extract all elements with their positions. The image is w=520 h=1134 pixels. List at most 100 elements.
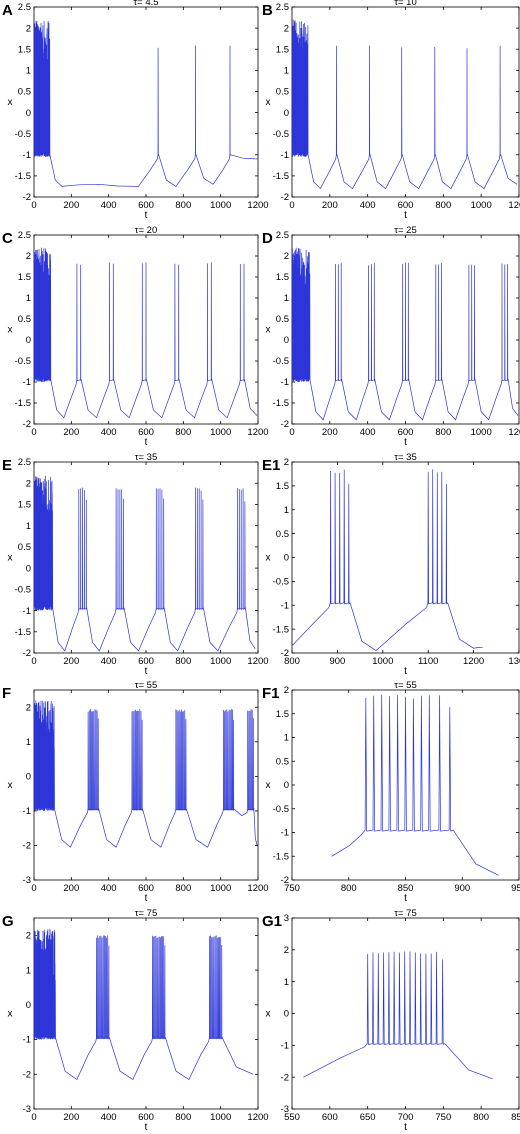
y-tick-label: -2	[23, 648, 31, 659]
panel-letter: E	[2, 457, 12, 474]
series-line	[34, 700, 258, 848]
y-tick-label: -1.5	[15, 171, 31, 182]
x-tick-label: 0	[31, 1112, 36, 1123]
x-tick-label: 1300	[508, 656, 520, 667]
y-tick-label: 2.5	[18, 2, 31, 13]
x-axis-label: t	[145, 437, 148, 448]
y-tick-label: -1.5	[273, 851, 289, 862]
y-tick-label: -2	[281, 648, 289, 659]
y-tick-label: -3	[23, 1104, 31, 1115]
y-axis-label: x	[266, 553, 271, 564]
series-line	[303, 951, 493, 1080]
y-axis-label: x	[8, 97, 13, 108]
y-tick-label: -1.5	[15, 398, 31, 409]
panel-b: Bτ= 10 0 200 400 600 800 1000 1200 -2 -1.5 -1 -0.5 0…	[262, 0, 520, 221]
y-tick-label: -1	[23, 806, 31, 817]
x-tick-label: 800	[435, 427, 451, 438]
x-tick-label: 1000	[210, 883, 231, 894]
plot-frame	[291, 917, 520, 1110]
y-tick-label: -1	[281, 1041, 289, 1052]
y-tick-label: -0.5	[273, 356, 289, 367]
x-tick-label: 1000	[210, 1112, 231, 1123]
x-tick-label: 800	[175, 883, 191, 894]
y-tick-label: 2	[284, 945, 289, 956]
y-tick-label: 2	[284, 457, 289, 468]
y-tick-label: 2.5	[18, 230, 31, 241]
y-tick-label: 0.5	[18, 87, 31, 98]
y-tick-label: 3	[284, 913, 289, 924]
panel-letter: F	[2, 685, 11, 702]
x-tick-label: 200	[63, 656, 79, 667]
y-tick-label: 2.5	[276, 230, 289, 241]
x-tick-label: 1100	[418, 656, 438, 667]
y-tick-label: 1.5	[276, 44, 289, 55]
x-tick-label: 900	[329, 656, 345, 667]
x-tick-label: 600	[138, 427, 154, 438]
y-axis-label: x	[266, 325, 271, 336]
x-tick-label: 1200	[508, 200, 520, 211]
y-tick-label: 0	[26, 563, 31, 574]
x-tick-label: 600	[138, 1112, 154, 1123]
x-tick-label: 850	[511, 1112, 520, 1123]
y-tick-label: 2	[26, 702, 31, 713]
y-tick-label: -2	[23, 1069, 31, 1080]
y-tick-label: -1	[23, 150, 31, 161]
y-tick-label: 2	[284, 685, 289, 696]
panel-letter: C	[2, 230, 13, 247]
y-tick-label: 1	[284, 293, 289, 304]
y-tick-label: 0	[284, 108, 289, 119]
x-axis-label: t	[404, 1122, 407, 1133]
y-tick-label: -0.5	[273, 577, 289, 588]
y-axis-label: x	[266, 780, 271, 791]
x-tick-label: 700	[398, 1112, 414, 1123]
x-tick-label: 1200	[508, 427, 520, 438]
x-tick-label: 750	[284, 883, 300, 894]
y-tick-label: -2	[281, 192, 289, 203]
x-tick-label: 400	[101, 200, 117, 211]
panel-letter: D	[262, 230, 273, 247]
x-axis-label: t	[404, 210, 407, 221]
x-tick-label: 200	[322, 427, 338, 438]
x-axis-label: t	[145, 893, 148, 904]
x-tick-label: 1200	[247, 200, 268, 211]
y-axis-label: x	[8, 553, 13, 564]
x-tick-label: 1000	[471, 427, 492, 438]
y-tick-label: 2	[26, 251, 31, 262]
y-tick-label: -2	[23, 192, 31, 203]
y-tick-label: 1	[26, 521, 31, 532]
x-tick-label: 600	[138, 883, 154, 894]
y-tick-label: -1	[281, 828, 289, 839]
x-tick-label: 0	[31, 883, 36, 894]
panel-title: τ= 35	[394, 452, 417, 463]
y-tick-label: 2	[284, 251, 289, 262]
y-tick-label: 0.5	[276, 87, 289, 98]
y-tick-label: 1	[26, 965, 31, 976]
y-tick-label: 1.5	[276, 709, 289, 720]
y-tick-label: 0.5	[276, 529, 289, 540]
y-tick-label: -2	[281, 1072, 289, 1083]
x-tick-label: 800	[473, 1112, 489, 1123]
y-tick-label: 1	[26, 293, 31, 304]
x-tick-label: 1200	[247, 427, 268, 438]
y-tick-label: 0	[26, 108, 31, 119]
y-tick-label: 0	[284, 780, 289, 791]
x-axis-label: t	[145, 1122, 148, 1133]
panel-letter: G1	[262, 913, 282, 930]
panel-title: τ= 75	[135, 908, 158, 919]
y-tick-label: -1.5	[273, 171, 289, 182]
x-tick-label: 0	[31, 427, 36, 438]
x-tick-label: 400	[360, 427, 376, 438]
y-tick-label: -0.5	[273, 129, 289, 140]
y-tick-label: 1.5	[276, 481, 289, 492]
y-tick-label: 0.5	[18, 314, 31, 325]
y-tick-label: -0.5	[15, 356, 31, 367]
y-tick-label: -2	[281, 419, 289, 430]
y-tick-label: 0	[26, 772, 31, 783]
y-tick-label: 1	[26, 66, 31, 77]
panel-g1: G1 τ= 75 550 600 650 700 750 800 850 -3 -2 -1 0 1 2 3 t x	[262, 908, 520, 1133]
series-line	[34, 20, 259, 187]
y-tick-label: 2	[284, 23, 289, 34]
panel-title: τ= 35	[135, 452, 158, 463]
x-tick-label: 600	[322, 1112, 338, 1123]
